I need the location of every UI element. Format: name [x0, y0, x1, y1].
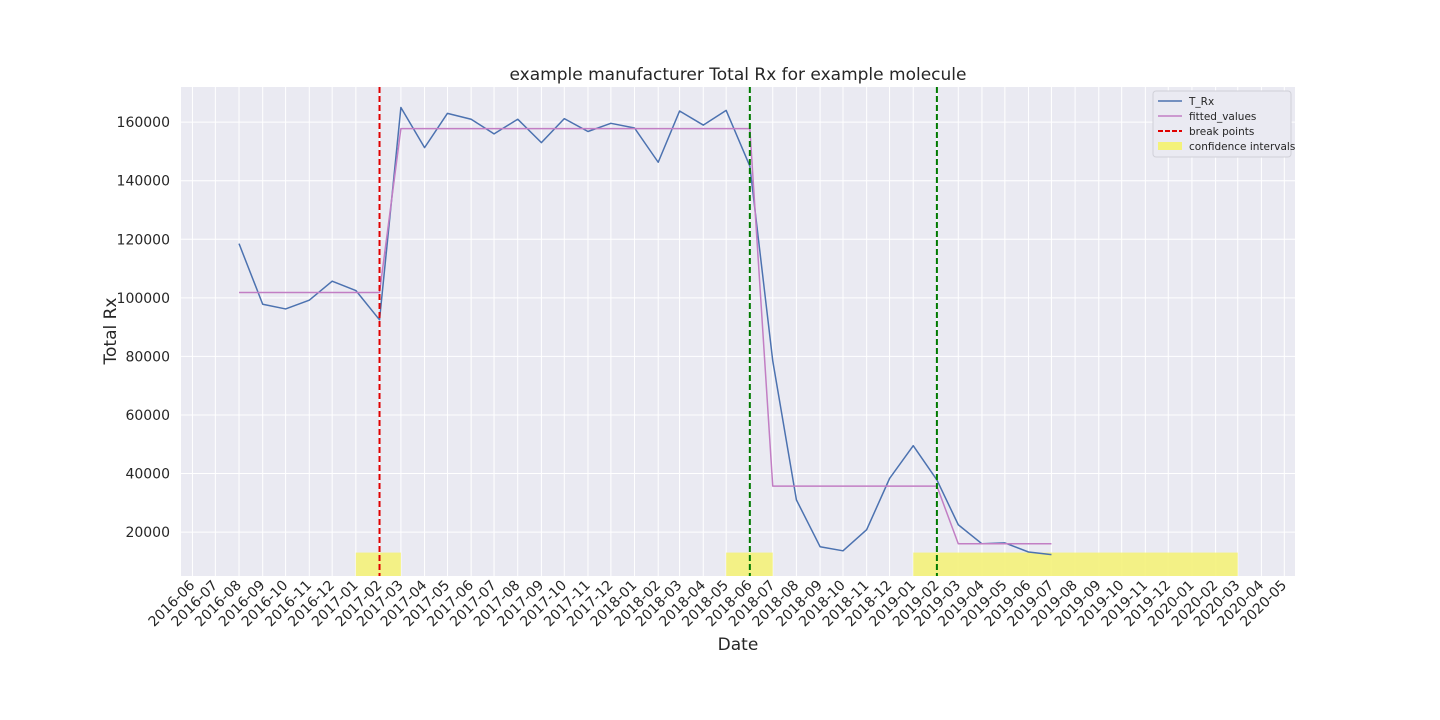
break-points	[378, 87, 938, 576]
chart-title: example manufacturer Total Rx for exampl…	[510, 65, 967, 85]
legend-label-T-Rx: T_Rx	[1188, 96, 1214, 108]
legend-box	[1152, 90, 1292, 158]
series-line-fitted-values	[239, 127, 1052, 545]
legend-label-confidence-intervals: confidence intervals	[1189, 141, 1295, 153]
y-tick-label-2: 60000	[125, 408, 170, 424]
y-tick-label-6: 140000	[117, 174, 170, 190]
confidence-interval-0	[355, 552, 401, 576]
series-line-T-Rx	[238, 106, 1052, 556]
legend-label-fitted-values: fitted_values	[1189, 111, 1256, 123]
x-ticks: 2016-062016-072016-082016-092016-102016-…	[146, 577, 1291, 630]
y-tick-label-7: 160000	[117, 115, 170, 131]
y-ticks: 20000 40000 60000 80000 100000 120000 140000 16…	[117, 115, 170, 541]
grid	[181, 87, 1295, 576]
legend-swatch-confidence-intervals	[1158, 142, 1182, 150]
confidence-interval-2	[913, 552, 1238, 576]
confidence-intervals	[355, 552, 1238, 576]
legend-label-break-points: break points	[1189, 126, 1254, 138]
y-tick-label-3: 80000	[125, 349, 170, 365]
x-axis-label: Date	[718, 635, 759, 655]
y-tick-label-1: 40000	[125, 467, 170, 483]
y-tick-label-4: 100000	[117, 291, 170, 307]
series	[238, 106, 1052, 556]
y-tick-label-5: 120000	[117, 232, 170, 248]
y-axis-label: Total Rx	[101, 298, 121, 366]
y-tick-label-0: 20000	[125, 525, 170, 541]
plot-area	[181, 87, 1295, 576]
